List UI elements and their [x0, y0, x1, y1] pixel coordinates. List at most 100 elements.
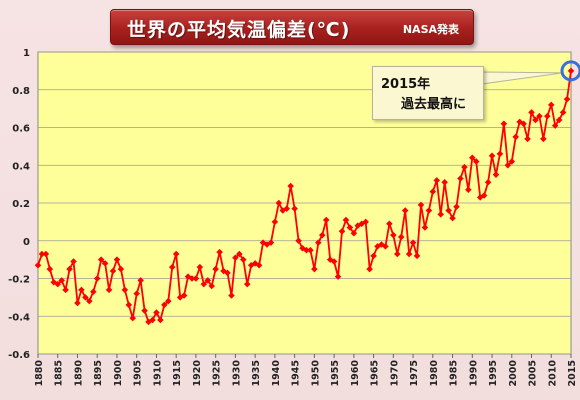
data-point — [295, 237, 302, 245]
x-tick-label: 1920 — [192, 360, 203, 387]
data-point — [540, 135, 547, 143]
x-tick-label: 1945 — [291, 360, 302, 386]
y-tick-label: 1 — [23, 48, 30, 59]
data-point — [267, 239, 275, 246]
chart-source: NASA発表 — [402, 23, 459, 36]
data-point — [504, 161, 512, 169]
data-point — [212, 265, 219, 273]
x-tick-label: 2015 — [567, 360, 578, 386]
data-point — [311, 265, 318, 273]
data-point — [370, 252, 377, 260]
x-tick-label: 1950 — [310, 360, 321, 387]
x-tick-label: 1925 — [212, 360, 223, 386]
data-point — [153, 309, 160, 316]
data-point — [283, 205, 290, 212]
data-point — [366, 265, 373, 273]
data-point — [275, 199, 283, 207]
x-tick-label: 2010 — [547, 360, 558, 387]
data-point — [401, 207, 409, 214]
data-point — [461, 163, 468, 171]
data-point — [322, 216, 330, 224]
data-point — [133, 290, 140, 297]
data-point — [240, 256, 247, 263]
data-point — [161, 301, 168, 309]
data-point — [78, 286, 85, 294]
data-point — [524, 135, 531, 143]
data-point — [500, 120, 508, 127]
annotation-callout: 2015年 過去最高に — [372, 66, 484, 120]
data-point — [532, 116, 539, 124]
data-point — [453, 203, 460, 211]
y-tick-label: -0.4 — [8, 312, 30, 323]
x-tick-label: 1935 — [251, 360, 262, 386]
data-point — [417, 201, 425, 209]
data-point — [548, 101, 555, 109]
data-point — [405, 250, 413, 258]
data-point — [172, 250, 180, 258]
x-tick-label: 2000 — [508, 360, 519, 387]
data-point — [165, 297, 172, 305]
data-point — [429, 188, 437, 195]
data-point — [342, 216, 350, 224]
x-tick-label: 1965 — [370, 360, 381, 386]
y-tick-label: -0.2 — [8, 275, 30, 286]
data-point — [520, 120, 527, 127]
x-tick-label: 1910 — [152, 360, 163, 387]
data-point — [492, 171, 500, 178]
y-tick-label: 0.6 — [12, 124, 30, 135]
data-point — [243, 280, 251, 288]
data-point — [421, 224, 429, 231]
y-tick-label: 0.2 — [12, 199, 30, 210]
data-point — [236, 250, 243, 258]
data-point — [390, 231, 397, 239]
data-point — [97, 256, 105, 263]
data-point — [397, 233, 405, 241]
data-point — [319, 231, 326, 239]
annotation-line2: 過去最高に — [401, 97, 467, 112]
x-tick-label: 1900 — [113, 360, 124, 387]
y-tick-label: 0.8 — [12, 86, 30, 97]
data-point — [291, 205, 298, 212]
data-point — [330, 258, 338, 265]
data-point — [287, 182, 294, 190]
data-point — [303, 246, 310, 254]
x-tick-label: 1970 — [389, 360, 400, 387]
data-point — [149, 316, 156, 324]
highlight-ring — [560, 60, 580, 82]
data-point — [382, 243, 389, 250]
data-point — [409, 239, 417, 246]
data-point — [137, 277, 144, 284]
data-point — [157, 316, 164, 324]
data-point — [362, 218, 369, 226]
data-point — [204, 277, 212, 284]
x-tick-label: 1940 — [271, 360, 282, 387]
data-point — [433, 177, 441, 184]
data-point — [441, 178, 448, 186]
x-tick-label: 1915 — [172, 360, 183, 386]
data-point — [496, 150, 504, 158]
x-tick-label: 2005 — [528, 360, 539, 386]
data-point — [232, 254, 239, 261]
data-point — [200, 280, 208, 288]
x-tick-label: 1890 — [73, 360, 84, 387]
x-tick-label: 1980 — [429, 360, 440, 387]
x-tick-label: 1995 — [488, 360, 499, 386]
data-point — [425, 207, 433, 214]
data-point — [457, 175, 464, 182]
data-point — [255, 262, 263, 269]
data-point — [180, 292, 188, 299]
x-tick-label: 1990 — [468, 360, 479, 387]
data-point — [480, 192, 488, 199]
data-point — [350, 229, 358, 237]
data-point — [141, 307, 148, 314]
data-point — [216, 248, 223, 256]
data-point — [82, 294, 89, 301]
data-point — [86, 297, 93, 305]
x-tick-label: 1905 — [133, 360, 144, 386]
data-point — [437, 211, 444, 218]
data-point — [105, 286, 113, 294]
data-point — [484, 178, 492, 186]
x-tick-label: 1985 — [449, 360, 460, 386]
x-tick-label: 1930 — [231, 360, 242, 387]
